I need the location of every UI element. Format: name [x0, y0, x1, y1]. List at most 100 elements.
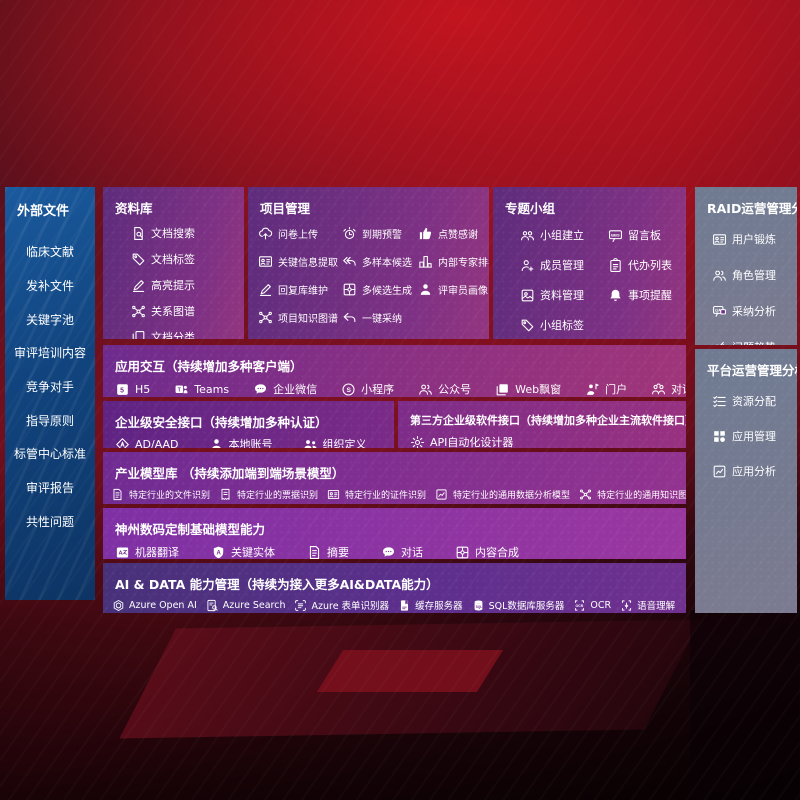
cache-server-icon [398, 599, 411, 612]
highlight-pen-icon [258, 282, 273, 297]
industry-model-items: 特定行业的文件识别 特定行业的票据识别 特定行业的证件识别 特定行业的通用数据分… [103, 488, 686, 501]
cloud-upload-icon [258, 226, 273, 241]
service-item: TTS [684, 599, 686, 612]
service-item: SQL SQL数据库服务器 [472, 598, 564, 612]
client-item: T Teams [174, 382, 229, 397]
graph-icon [579, 488, 592, 501]
client-item: S 小程序 [341, 381, 394, 397]
sidebar-item: 审评培训内容 [13, 346, 86, 361]
feature-item: 成员管理 [520, 257, 608, 273]
capability-item: 内容合成 [455, 544, 519, 559]
model-item: 特定行业的通用数据分析模型 [435, 488, 570, 501]
bell-icon [608, 288, 623, 303]
feature-item: 回复库维护 [258, 282, 342, 297]
base-model-items: A 机器翻译 A 关键实体 摘要 对话 内容合成 [103, 544, 686, 559]
client-item: 5 H5 [115, 382, 150, 397]
feature-item: 问题趋势 [712, 339, 797, 345]
feature-item: 事项提醒 [608, 287, 686, 303]
feature-item: 用户锻炼 [712, 231, 797, 247]
panel-repository-title: 资料库 [115, 201, 153, 216]
roles-icon [712, 268, 727, 283]
web-popup-icon [495, 382, 510, 397]
tag-icon [131, 252, 146, 267]
repository-items: 文档搜索 文档标签 高亮提示 关系图谱 文档分类 [103, 225, 244, 339]
ocr-icon: OCR [573, 599, 586, 612]
service-item: OCR OCR [573, 599, 611, 612]
chat-bubble-icon [381, 545, 396, 560]
checklist-icon [712, 394, 727, 409]
service-item: 缓存服务器 [398, 598, 463, 612]
panel-industry-models: 产业模型库 （持续添加端到端场景模型） 特定行业的文件识别 特定行业的票据识别 … [103, 452, 686, 504]
doc-search-icon [131, 226, 146, 241]
model-item: 特定行业的通用知识图谱模型 [579, 488, 686, 501]
adopt-arrow-icon [342, 310, 357, 325]
sidebar-item: 临床文献 [25, 245, 74, 260]
panel-project-management: 项目管理 问卷上传 到期预警 点赞感谢 关键信息提取 多样本候选 [248, 187, 489, 339]
dialog-icon [651, 382, 666, 397]
id-card-icon [258, 254, 273, 269]
svg-text:OCR: OCR [576, 603, 584, 607]
album-icon [520, 288, 535, 303]
svg-text:T: T [178, 387, 182, 393]
feature-item: 一键采纳 [342, 310, 418, 325]
service-item: Azure 表单识别器 [294, 598, 389, 612]
svg-text:A: A [217, 550, 222, 556]
panel-security-api: 企业级安全接口（持续增加多种认证） AD/AAD 本地账号 组织定义 [103, 401, 394, 448]
sidebar-item: 共性问题 [25, 514, 74, 529]
panel-thirdparty-api: 第三方企业级软件接口（持续增加多种企业主流软件接口） API自动化设计器 [398, 401, 686, 448]
feature-item: 关键信息提取 [258, 254, 342, 269]
sidebar-item: 竞争对手 [25, 380, 74, 395]
platform-items: 资源分配 应用管理 应用分析 [695, 393, 797, 479]
tts-icon [684, 599, 686, 612]
feature-item: 高亮提示 [131, 277, 244, 293]
panel-interaction-title: 应用交互（持续增加多种客户端） [115, 359, 303, 374]
panel-security-title: 企业级安全接口（持续增加多种认证） [115, 415, 328, 430]
feature-item: 文档分类 [131, 329, 244, 339]
thumbs-up-icon [418, 226, 433, 241]
groups-items: 小组建立 BBS 留言板 成员管理 代办列表 资料管理 事项提醒 [493, 227, 686, 333]
feature-item: 应用分析 [712, 463, 797, 479]
translate-icon: A [115, 545, 130, 560]
tag-icon [520, 318, 535, 333]
panel-groups-title: 专题小组 [505, 201, 556, 216]
raid-items: 用户锻炼 角色管理 QA 采纳分析 问题趋势 [695, 231, 797, 345]
panel-platform-analysis: 平台运营管理分析 资源分配 应用管理 应用分析 [695, 349, 797, 613]
external-files-panel: 外部文件 临床文献 发补文件 关键字池 审评培训内容 竞争对手 指导原则 标管中心标准 审评报… [5, 187, 95, 600]
teams-icon: T [174, 382, 189, 397]
chat-bubble-icon [253, 382, 268, 397]
feature-item: 文档搜索 [131, 225, 244, 241]
org-icon [303, 437, 318, 448]
sql-db-icon: SQL [472, 599, 485, 612]
portal-icon [585, 382, 600, 397]
project-items: 问卷上传 到期预警 点赞感谢 关键信息提取 多样本候选 内部专家排名 [248, 226, 489, 325]
speech-icon [620, 599, 633, 612]
person-icon [418, 282, 433, 297]
feature-item: 资源分配 [712, 393, 797, 409]
receipt-icon [219, 488, 232, 501]
api-gear-icon [410, 435, 425, 448]
background-ribbon-shape [316, 650, 504, 692]
feature-item: 文档标签 [131, 251, 244, 267]
feature-item: 角色管理 [712, 267, 797, 283]
sidebar-item: 关键字池 [25, 312, 74, 327]
bbs-icon: BBS [608, 228, 623, 243]
background-ribbon-shape [119, 619, 701, 739]
feature-item: 评审员画像 [418, 282, 489, 297]
team-icon [520, 228, 535, 243]
feature-item: 小组标签 [520, 317, 608, 333]
doc-copy-icon [131, 330, 146, 339]
sidebar-item: 审评报告 [25, 481, 74, 496]
doc-icon [307, 545, 322, 560]
panel-platform-title: 平台运营管理分析 [707, 363, 797, 378]
client-item: Web飘窗 [495, 381, 561, 397]
svg-text:QA: QA [715, 307, 721, 312]
sidebar-item: 标管中心标准 [13, 447, 86, 462]
ranking-icon [418, 254, 433, 269]
feature-item: 小组建立 [520, 227, 608, 243]
api-item: API自动化设计器 [410, 434, 513, 448]
thirdparty-items: API自动化设计器 [398, 434, 686, 448]
external-files-list: 临床文献 发补文件 关键字池 审评培训内容 竞争对手 指导原则 标管中心标准 审评报告 共性问题 [5, 235, 95, 538]
security-items: AD/AAD 本地账号 组织定义 [103, 436, 394, 448]
feature-item: 应用管理 [712, 428, 797, 444]
